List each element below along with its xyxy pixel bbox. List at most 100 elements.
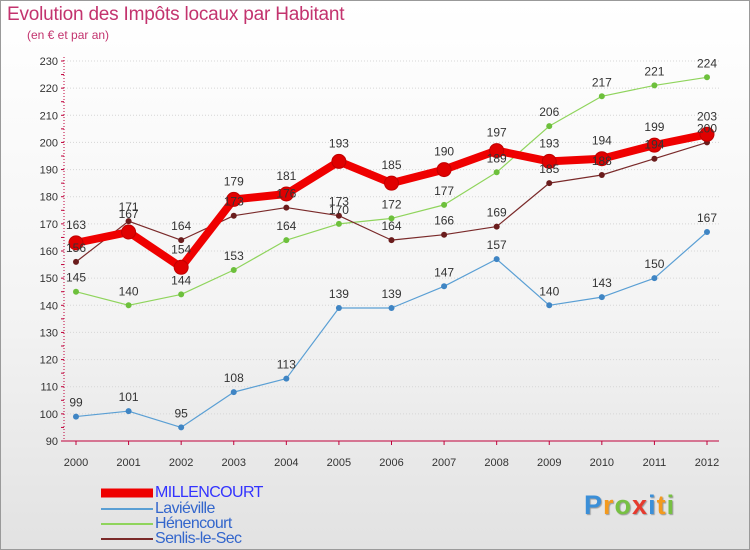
data-label-henencourt: 177	[434, 184, 454, 198]
data-label-millencourt: 181	[276, 169, 296, 183]
y-tick-label: 230	[40, 56, 58, 68]
data-point-henencourt	[125, 302, 132, 309]
data-point-senlis-le-sec	[598, 172, 605, 178]
data-point-millencourt	[646, 137, 662, 153]
data-label-lavieville: 139	[381, 287, 401, 301]
logo-letter: t	[656, 490, 667, 520]
data-label-millencourt: 154	[171, 242, 191, 256]
data-label-senlis-le-sec: 156	[66, 241, 86, 255]
data-point-lavieville	[651, 275, 658, 282]
data-point-lavieville	[335, 305, 342, 311]
data-point-millencourt	[541, 153, 557, 169]
data-label-henencourt: 172	[381, 197, 401, 211]
data-point-senlis-le-sec	[178, 237, 185, 244]
data-label-senlis-le-sec: 185	[539, 162, 559, 176]
chart-title: Evolution des Impôts locaux par Habitant	[7, 4, 345, 25]
logo-letter: P	[584, 490, 604, 520]
y-tick-label: 150	[40, 273, 58, 285]
data-label-millencourt: 167	[119, 207, 139, 221]
data-point-lavieville	[441, 283, 448, 290]
data-label-lavieville: 139	[329, 287, 349, 301]
data-point-lavieville	[125, 408, 132, 415]
y-tick-label: 210	[40, 110, 58, 122]
data-point-millencourt	[384, 175, 399, 191]
y-tick-label: 200	[40, 137, 58, 149]
y-tick-label: 160	[40, 246, 58, 258]
data-label-henencourt: 224	[697, 56, 717, 70]
data-label-henencourt: 164	[276, 219, 296, 233]
data-label-senlis-le-sec: 173	[224, 195, 244, 209]
data-point-senlis-le-sec	[335, 212, 342, 219]
data-label-millencourt: 199	[644, 120, 664, 134]
data-point-henencourt	[493, 169, 500, 176]
data-label-henencourt: 221	[644, 64, 664, 78]
data-point-millencourt	[173, 259, 189, 275]
legend-label: MILLENCOURT	[155, 484, 263, 501]
data-label-senlis-le-sec: 164	[381, 219, 401, 233]
data-label-henencourt: 145	[66, 271, 86, 285]
x-tick-label: 2005	[327, 457, 351, 469]
data-label-senlis-le-sec: 166	[434, 214, 454, 228]
data-label-lavieville: 113	[277, 358, 296, 372]
x-tick-label: 2002	[169, 457, 193, 469]
data-point-henencourt	[388, 215, 395, 222]
x-tick-label: 2007	[432, 457, 456, 469]
data-label-lavieville: 150	[644, 257, 664, 271]
y-tick-label: 100	[40, 409, 58, 421]
x-tick-label: 2003	[222, 457, 246, 469]
data-label-henencourt: 217	[592, 75, 612, 89]
data-point-senlis-le-sec	[493, 223, 500, 230]
y-tick-label: 190	[40, 165, 58, 177]
data-point-millencourt	[489, 143, 505, 159]
data-point-senlis-le-sec	[230, 212, 237, 219]
data-label-lavieville: 101	[119, 390, 139, 404]
data-point-senlis-le-sec	[125, 218, 132, 225]
legend-swatch-senlis-le-sec	[101, 538, 153, 540]
y-tick-label: 130	[40, 327, 58, 339]
data-label-senlis-le-sec: 194	[644, 138, 664, 152]
data-label-millencourt: 179	[224, 174, 244, 188]
data-point-lavieville	[493, 256, 500, 263]
data-point-henencourt	[283, 237, 290, 244]
x-tick-label: 2000	[64, 457, 88, 469]
data-label-lavieville: 95	[174, 406, 188, 420]
legend-swatch-lavieville	[101, 508, 153, 510]
data-point-henencourt	[546, 123, 553, 130]
data-label-senlis-le-sec: 200	[697, 121, 717, 135]
data-point-millencourt	[121, 224, 137, 240]
y-tick-label: 180	[40, 192, 58, 204]
logo-letter: i	[666, 490, 676, 520]
data-point-henencourt	[335, 220, 342, 227]
data-label-millencourt: 203	[697, 109, 717, 123]
data-point-millencourt	[699, 126, 715, 142]
data-point-millencourt	[226, 191, 242, 207]
x-tick-label: 2008	[484, 457, 508, 469]
data-label-henencourt: 206	[539, 105, 559, 119]
chart-subtitle: (en € et par an)	[27, 28, 110, 42]
data-point-senlis-le-sec	[73, 258, 79, 265]
data-point-henencourt	[441, 201, 448, 208]
data-point-henencourt	[178, 291, 185, 298]
series-line-henencourt	[75, 76, 708, 306]
data-label-senlis-le-sec: 169	[487, 206, 507, 220]
y-tick-label: 220	[40, 83, 58, 95]
data-label-lavieville: 108	[224, 371, 244, 385]
proxiti-logo: Proxiti	[584, 490, 675, 521]
data-label-lavieville: 167	[697, 211, 717, 225]
data-label-henencourt: 144	[171, 273, 191, 287]
data-point-henencourt	[73, 288, 79, 295]
logo-letter: x	[632, 490, 649, 520]
data-point-senlis-le-sec	[441, 231, 448, 238]
y-tick-label: 170	[40, 219, 58, 231]
data-point-millencourt	[331, 153, 347, 169]
data-point-millencourt	[68, 235, 84, 251]
data-point-lavieville	[704, 229, 710, 235]
data-point-millencourt	[436, 162, 452, 178]
data-point-lavieville	[283, 375, 290, 382]
data-label-henencourt: 153	[224, 249, 244, 263]
data-label-lavieville: 140	[539, 284, 559, 298]
logo-letter: r	[603, 490, 615, 520]
data-label-millencourt: 193	[329, 136, 349, 150]
data-label-henencourt: 189	[487, 151, 507, 165]
